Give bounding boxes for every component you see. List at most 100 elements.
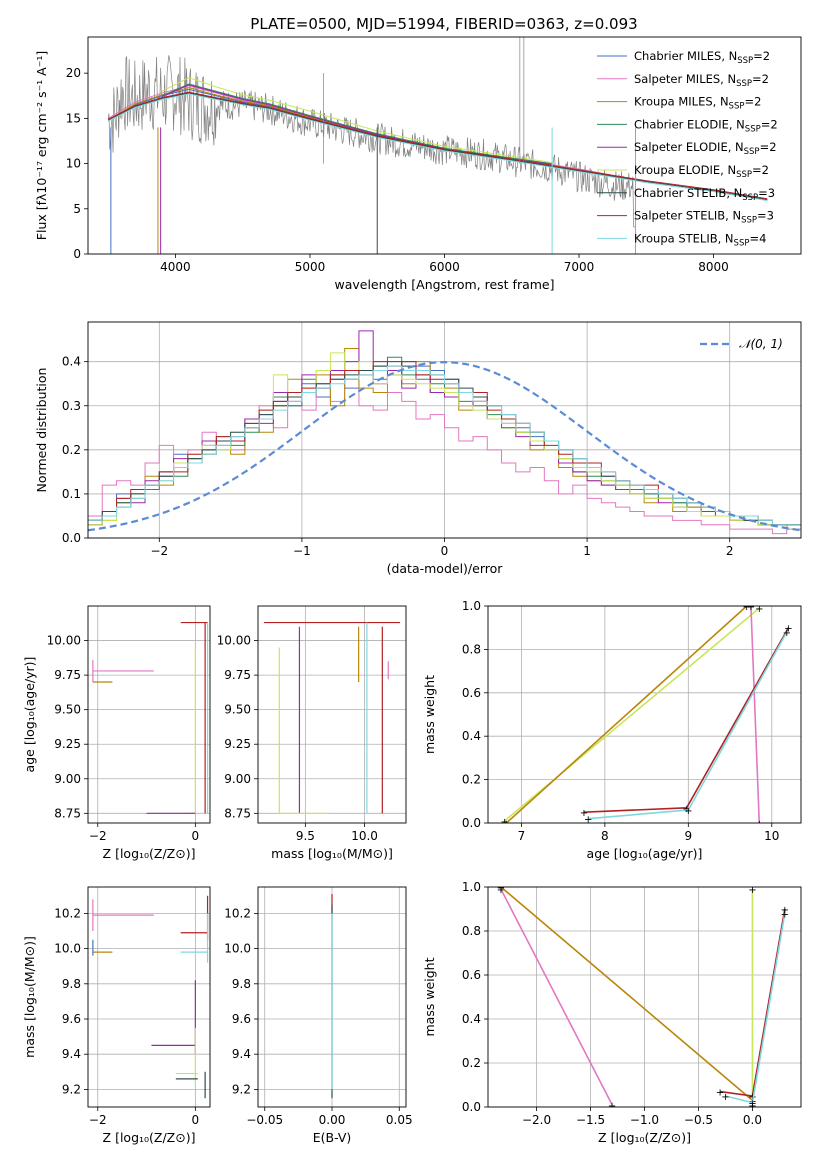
weight-marker: + bbox=[500, 817, 508, 828]
y-tick-label: 15 bbox=[66, 111, 81, 125]
legend-label-subscript: SSP bbox=[736, 170, 752, 180]
x-tick-label: 5000 bbox=[295, 260, 326, 274]
weight-marker: + bbox=[748, 885, 756, 896]
y-tick-label: 0.4 bbox=[62, 355, 81, 369]
legend-label-main: Kroupa ELODIE, N bbox=[634, 163, 736, 177]
legend-label-main: Chabrier MILES, N bbox=[634, 49, 737, 63]
figure-title: PLATE=0500, MJD=51994, FIBERID=0363, z=0… bbox=[250, 15, 637, 33]
weight-marker: + bbox=[716, 1088, 724, 1099]
x-tick-label: 6000 bbox=[429, 260, 460, 274]
weight-line-2 bbox=[505, 606, 748, 823]
legend-label-value: =2 bbox=[752, 72, 769, 86]
weight-vs-metallicity-panel: +++++++ +++++−2.0 −1.5 −1.0 −0.5 0.0 0.0 0.2 0.4… bbox=[422, 880, 802, 1145]
x-tick-label: −2 bbox=[150, 544, 168, 558]
x-axis-label: Z [log₁₀(Z/Z⊙)] bbox=[598, 1130, 691, 1145]
y-tick-label: 0.4 bbox=[462, 1012, 481, 1026]
y-tick-label: 9.6 bbox=[232, 1012, 251, 1026]
weight-marker: + bbox=[684, 806, 692, 817]
weight-marker: + bbox=[497, 885, 505, 896]
weight-marker: + bbox=[748, 1101, 756, 1112]
x-tick-label: 8 bbox=[601, 829, 609, 843]
legend-label-8: Salpeter STELIB, NSSP=3 bbox=[634, 209, 774, 226]
y-tick-label: 9.2 bbox=[62, 1082, 81, 1096]
y-tick-label: 10.00 bbox=[47, 634, 81, 648]
y-tick-label: 1.0 bbox=[462, 880, 481, 894]
observed-spectrum-line bbox=[107, 55, 636, 228]
y-tick-label: 0.2 bbox=[462, 1056, 481, 1070]
x-tick-label: 0.00 bbox=[319, 1113, 346, 1127]
legend-label-6: Kroupa ELODIE, NSSP=2 bbox=[634, 163, 769, 180]
age-vs-mass-panel: 9.5 10.0 8.75 9.00 9.25 9.50 9.75 10.00 mass [lo… bbox=[217, 605, 407, 861]
normal-curve-line bbox=[88, 361, 801, 532]
y-tick-label: 5 bbox=[73, 202, 81, 216]
y-tick-label: 9.8 bbox=[62, 977, 81, 991]
y-tick-label: 9.75 bbox=[54, 668, 81, 682]
x-tick-label: −2 bbox=[89, 1113, 107, 1127]
x-tick-label: 7000 bbox=[564, 260, 595, 274]
weight-marker: + bbox=[747, 602, 755, 613]
weight-marker: + bbox=[584, 815, 592, 826]
x-tick-label: 9 bbox=[684, 829, 692, 843]
y-axis-label: mass [log₁₀(M/M⊙)] bbox=[22, 936, 37, 1058]
weight-line-5 bbox=[588, 631, 788, 820]
x-tick-label: −2 bbox=[89, 829, 107, 843]
weight-marker: + bbox=[784, 624, 792, 635]
y-axis-label: Flux [fλ10⁻¹⁷ erg cm⁻² s⁻¹ A⁻¹] bbox=[34, 51, 49, 240]
y-tick-label: 8.75 bbox=[54, 806, 81, 820]
x-axis-label: age [log₁₀(age/yr)] bbox=[587, 846, 703, 861]
y-tick-label: 0.6 bbox=[462, 968, 481, 982]
weight-marker: + bbox=[748, 1099, 756, 1110]
legend-label-normal: 𝒩(0, 1) bbox=[739, 337, 783, 351]
legend-label-5: Salpeter ELODIE, NSSP=2 bbox=[634, 140, 777, 157]
x-axis-label: (data-model)/error bbox=[387, 561, 504, 576]
x-tick-label: −1.0 bbox=[630, 1113, 659, 1127]
x-axis-label: Z [log₁₀(Z/Z⊙)] bbox=[103, 846, 196, 861]
y-tick-label: 9.8 bbox=[232, 977, 251, 991]
weight-marker: + bbox=[748, 1092, 756, 1103]
legend-label-subscript: SSP bbox=[737, 56, 753, 66]
y-tick-label: 1.0 bbox=[462, 599, 481, 613]
y-tick-label: 9.25 bbox=[224, 737, 251, 751]
legend-label-value: =3 bbox=[757, 209, 774, 223]
plot-area bbox=[263, 621, 401, 814]
weight-marker: + bbox=[502, 819, 510, 830]
plot-area bbox=[88, 330, 801, 535]
weight-line-4 bbox=[583, 627, 790, 813]
plot-area: +++++++ +++++ bbox=[497, 885, 789, 1112]
residuals-panel: 𝒩(0, 1) −2 −1 0 1 2 0.0 0.1 0.2 0.3 0.4 (data-model… bbox=[34, 321, 802, 576]
y-tick-label: 9.75 bbox=[224, 668, 251, 682]
legend-label-value: =4 bbox=[749, 231, 766, 245]
x-tick-label: 0 bbox=[192, 829, 200, 843]
y-tick-label: 8.75 bbox=[224, 806, 251, 820]
y-tick-label: 0.1 bbox=[62, 487, 81, 501]
y-tick-label: 0.4 bbox=[462, 729, 481, 743]
model-spectrum-line-6 bbox=[161, 77, 553, 164]
plot-area: +++++++ +++++ bbox=[500, 602, 793, 830]
y-tick-label: 0.0 bbox=[462, 1100, 481, 1114]
y-tick-label: 10.0 bbox=[54, 942, 81, 956]
legend-label-3: Kroupa MILES, NSSP=2 bbox=[634, 95, 761, 112]
legend-label-value: =2 bbox=[752, 163, 769, 177]
legend-label-9: Kroupa STELIB, NSSP=4 bbox=[634, 231, 766, 248]
weight-line-5 bbox=[725, 913, 786, 1104]
x-tick-label: 0 bbox=[441, 544, 449, 558]
x-tick-label: −2.0 bbox=[522, 1113, 551, 1127]
y-tick-label: 0.0 bbox=[62, 531, 81, 545]
legend-label-4: Chabrier ELODIE, NSSP=2 bbox=[634, 117, 778, 134]
y-tick-label: 9.50 bbox=[224, 703, 251, 717]
x-tick-label: −1.5 bbox=[576, 1113, 605, 1127]
histogram-series-2 bbox=[88, 378, 801, 535]
x-tick-label: 0.05 bbox=[386, 1113, 413, 1127]
x-tick-label: 7 bbox=[518, 829, 526, 843]
legend-label-value: =2 bbox=[744, 95, 761, 109]
model-spectrum-line-4 bbox=[161, 83, 553, 165]
weight-marker: + bbox=[580, 808, 588, 819]
x-axis-label: mass [log₁₀(M/M⊙)] bbox=[271, 846, 393, 861]
legend-label-subscript: SSP bbox=[741, 216, 757, 226]
histogram-series-9 bbox=[88, 365, 801, 526]
legend-label-value: =2 bbox=[761, 117, 778, 131]
y-tick-label: 9.00 bbox=[54, 772, 81, 786]
legend-label-subscript: SSP bbox=[742, 193, 758, 203]
axes-frame bbox=[87, 886, 211, 1108]
x-axis-label: Z [log₁₀(Z/Z⊙)] bbox=[103, 1130, 196, 1145]
